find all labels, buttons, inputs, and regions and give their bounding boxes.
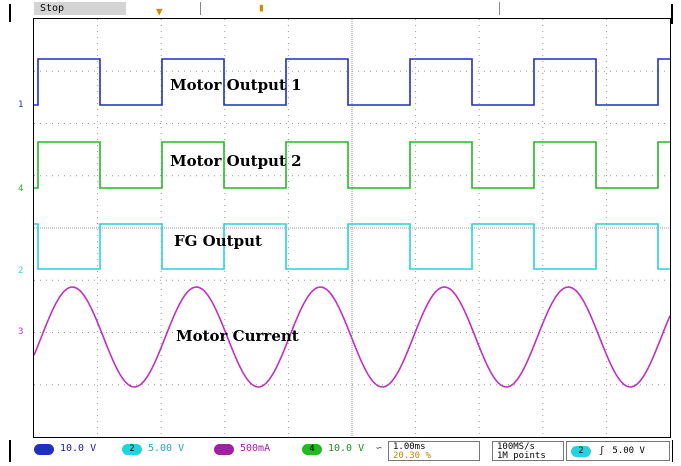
trigger-source-badge: 2 [571, 445, 591, 457]
trace-label-fg-output: FG Output [174, 232, 262, 250]
sample-rate-value: 100MS/s [497, 442, 535, 452]
bottom-status-bar: 10.0 V 2 5.00 V 500mA 4 10.0 V ∽ 1.00ms … [30, 440, 672, 464]
record-length-value: 1M points [497, 451, 546, 461]
trace-label-motor-current: Motor Current [176, 327, 299, 345]
acquisition-state[interactable]: Stop [34, 2, 126, 15]
channel-2-scale-value: 5.00 V [148, 443, 185, 454]
trace-label-motor-output-1: Motor Output 1 [170, 76, 302, 94]
timebase-value: 1.00ms [393, 442, 426, 452]
bandwidth-icon: ∽ [376, 443, 383, 454]
top-status-bar: Stop ▼ ▮ [30, 0, 670, 18]
channel-1-scale[interactable]: 10.0 V [34, 442, 96, 456]
channel-4-badge: 4 [302, 443, 322, 455]
trace-fg-output [34, 223, 670, 270]
bezel-tick [9, 4, 11, 22]
channel-1-ground-marker[interactable]: 1 [18, 100, 24, 110]
acquisition-box[interactable]: 100MS/s 1M points [492, 441, 564, 461]
channel-3-scale[interactable]: 500mA [214, 442, 270, 456]
right-bezel [669, 0, 681, 466]
bezel-tick [9, 440, 11, 462]
channel-2-ground-marker[interactable]: 2 [18, 266, 24, 276]
channel-3-badge [214, 443, 234, 455]
bezel-tick [671, 4, 673, 24]
bezel-tick [671, 440, 673, 462]
channel-4-scale[interactable]: 4 10.0 V [302, 442, 364, 456]
left-bezel [0, 0, 14, 466]
channel-4-ground-marker[interactable]: 4 [18, 184, 24, 194]
record-view-indicator [200, 2, 500, 15]
channel-1-badge [34, 443, 54, 455]
trace-motor-output-1 [34, 58, 670, 106]
channel-2-badge: 2 [122, 443, 142, 455]
waveform-graticule [33, 19, 671, 437]
channel-2-scale[interactable]: 2 5.00 V [122, 442, 184, 456]
channel-4-scale-value: 10.0 V [328, 443, 365, 454]
trigger-slope-icon: ʃ [599, 445, 605, 456]
trigger-level-value: 5.00 V [612, 445, 645, 456]
waveform-display[interactable] [33, 18, 671, 438]
trace-motor-output-2 [34, 141, 670, 189]
trigger-position-value: 20.30 % [393, 451, 431, 461]
trigger-box[interactable]: 2 ʃ 5.00 V [566, 441, 670, 461]
record-position-marker-icon: ▮ [258, 1, 265, 14]
timebase-box[interactable]: 1.00ms 20.30 % [388, 441, 480, 461]
channel-3-scale-value: 500mA [240, 443, 271, 454]
trace-label-motor-output-2: Motor Output 2 [170, 152, 302, 170]
trace-motor-current [33, 286, 671, 388]
channel-1-scale-value: 10.0 V [60, 443, 97, 454]
trigger-position-marker-icon: ▼ [156, 5, 163, 18]
channel-3-ground-marker[interactable]: 3 [18, 327, 24, 337]
